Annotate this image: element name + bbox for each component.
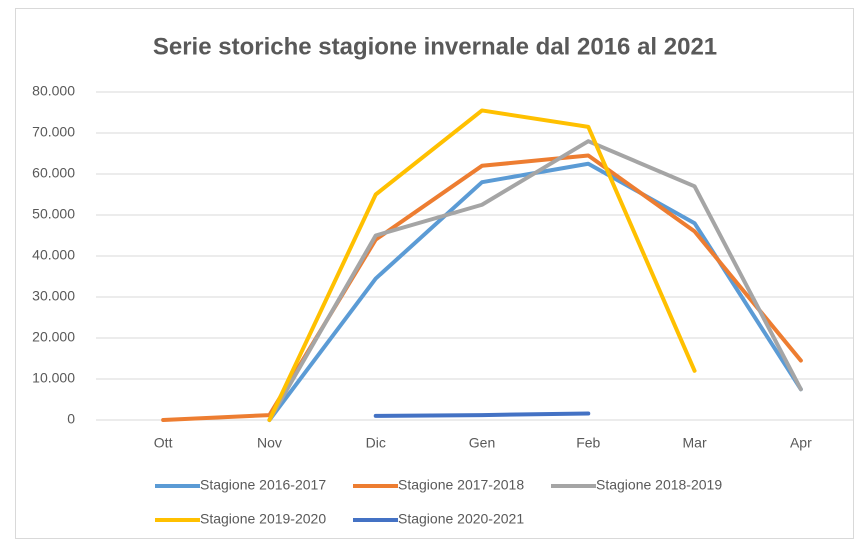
y-tick-label: 40.000 [32, 247, 75, 263]
chart-border [15, 8, 854, 539]
chart-title: Serie storiche stagione invernale dal 20… [153, 33, 717, 60]
x-tick-label: Mar [683, 435, 707, 451]
y-tick-label: 20.000 [32, 329, 75, 345]
series-line [267, 108, 697, 422]
series-line [267, 139, 803, 422]
y-tick-label: 60.000 [32, 165, 75, 181]
legend-label: Stagione 2020-2021 [398, 511, 524, 527]
y-tick-label: 50.000 [32, 206, 75, 222]
y-tick-label: 0 [67, 411, 75, 427]
y-tick-label: 80.000 [32, 83, 75, 99]
x-tick-label: Gen [469, 435, 495, 451]
legend-label: Stagione 2019-2020 [200, 511, 326, 527]
series-line [373, 411, 591, 418]
y-tick-label: 30.000 [32, 288, 75, 304]
legend-label: Stagione 2016-2017 [200, 477, 326, 493]
x-tick-label: Dic [366, 435, 386, 451]
y-tick-label: 70.000 [32, 124, 75, 140]
legend-label: Stagione 2018-2019 [596, 477, 722, 493]
x-tick-label: Ott [154, 435, 173, 451]
x-tick-label: Apr [790, 435, 812, 451]
x-tick-label: Nov [257, 435, 282, 451]
legend-label: Stagione 2017-2018 [398, 477, 524, 493]
x-tick-label: Feb [576, 435, 600, 451]
y-tick-label: 10.000 [32, 370, 75, 386]
series-line [161, 153, 803, 422]
